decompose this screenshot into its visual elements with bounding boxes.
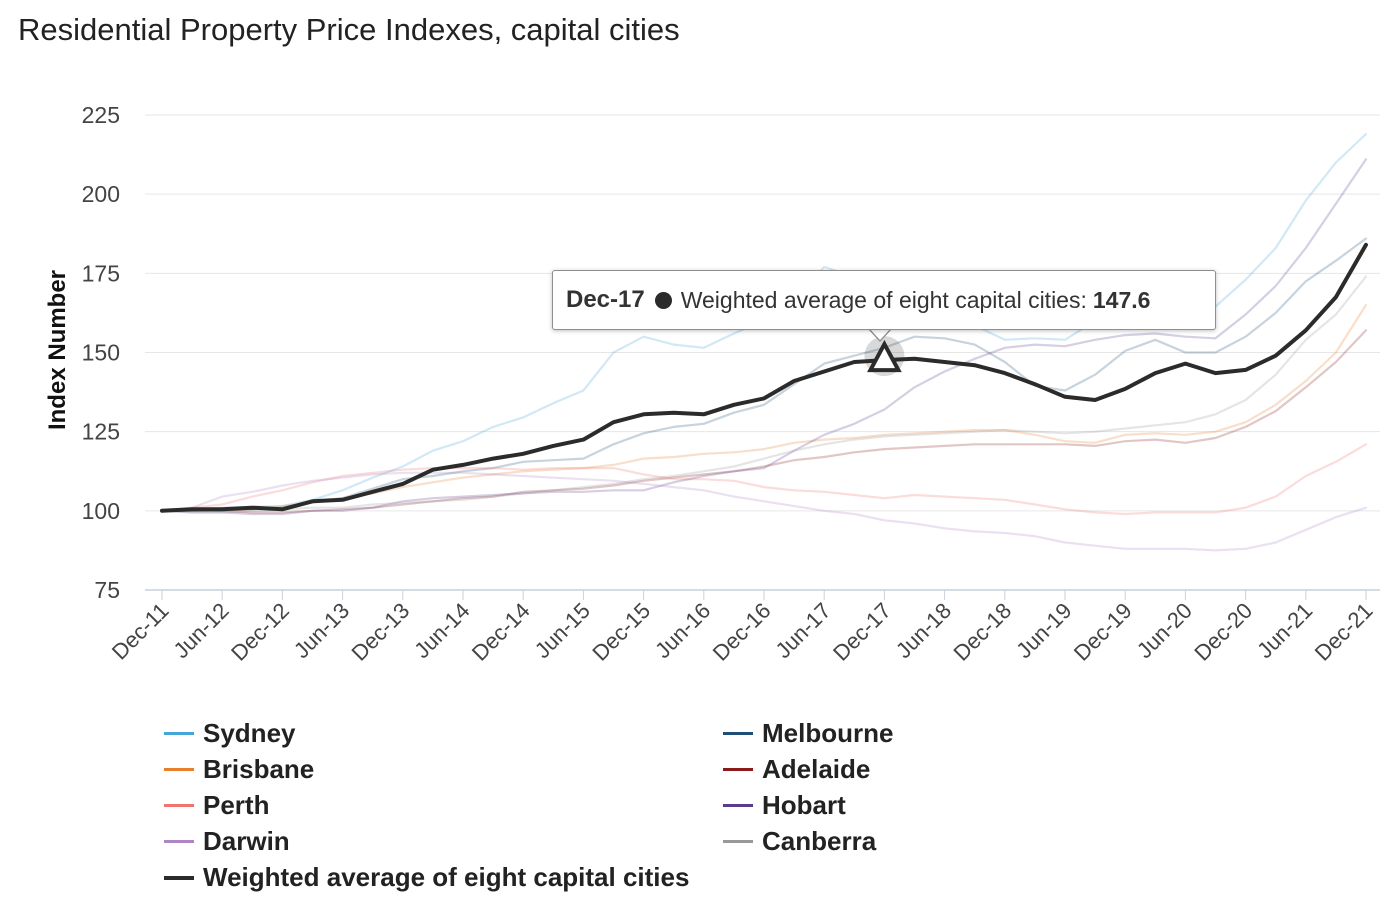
tooltip-value: 147.6 [1092,286,1151,313]
x-tick-label: Jun-16 [650,598,715,663]
x-tick-label: Jun-14 [409,598,474,663]
y-axis-title: Index Number [44,270,71,430]
series-line-darwin[interactable] [160,471,1368,552]
x-tick-label: Dec-18 [949,598,1017,666]
x-tick-label: Jun-17 [770,598,835,663]
legend-label: Perth [203,790,270,820]
series-line-canberra[interactable] [160,275,1368,514]
legend-label: Sydney [203,718,296,748]
legend-label: Darwin [203,826,290,856]
legend-item-brisbane[interactable]: Brisbane [164,754,314,785]
legend-swatch [164,732,194,735]
legend-label: Brisbane [203,754,315,784]
legend-swatch [164,768,194,771]
legend-item-canberra[interactable]: Canberra [723,826,876,857]
legend-item-darwin[interactable]: Darwin [164,826,290,857]
series-line-adelaide[interactable] [160,329,1368,514]
x-tick-label: Dec-15 [587,598,655,666]
highlight-layer [864,336,905,377]
x-tick-label: Dec-20 [1189,598,1257,666]
legend-item-sydney[interactable]: Sydney [164,718,296,749]
x-tick-label: Dec-12 [226,598,294,666]
legend-label: Hobart [762,790,846,820]
tooltip-series-dot-icon [654,291,672,309]
series-line-perth[interactable] [160,443,1368,516]
y-tick-label: 150 [82,340,120,366]
x-tick-label: Dec-17 [828,598,896,666]
tooltip-date: Dec-17 [566,286,645,313]
x-axis: Dec-11Jun-12Dec-12Jun-13Dec-13Jun-14Dec-… [107,590,1378,666]
tooltip-series-name: Weighted average of eight capital cities… [680,286,1087,313]
legend-swatch [723,804,753,807]
x-tick-label: Dec-21 [1310,598,1378,666]
legend-swatch [723,840,753,843]
series-line-melbourne[interactable] [160,237,1368,512]
series-line-weighted-average-of-eight-capital-cities[interactable] [160,242,1368,513]
y-tick-label: 175 [82,260,120,286]
series-line-hobart[interactable] [160,158,1368,516]
x-tick-label: Jun-15 [530,598,595,663]
y-tick-label: 100 [82,498,120,524]
legend-label: Weighted average of eight capital cities [203,862,690,892]
x-tick-label: Jun-12 [168,598,233,663]
legend-swatch [723,768,753,771]
x-tick-label: Dec-19 [1069,598,1137,666]
legend-swatch [164,875,194,880]
x-tick-label: Jun-19 [1011,598,1076,663]
grid-lines [145,114,1380,591]
highlight-point-marker [867,339,902,373]
legend-label: Adelaide [762,754,871,784]
chart-title: Residential Property Price Indexes, capi… [18,12,680,47]
x-tick-label: Dec-14 [467,598,535,666]
legend-swatch [723,732,753,735]
x-tick-label: Dec-16 [708,598,776,666]
y-axis: 75 100 125 150 175 200 225 [82,102,120,603]
legend-label: Canberra [762,826,877,856]
x-tick-label: Dec-11 [107,598,174,665]
tooltip: Dec-17 Weighted average of eight capital… [552,270,1216,330]
y-tick-label: 125 [82,419,120,445]
legend-item-melbourne[interactable]: Melbourne [723,718,893,749]
legend-label: Melbourne [762,718,894,748]
legend-swatch [164,840,194,843]
x-tick-label: Jun-13 [289,598,354,663]
series-layer[interactable] [160,132,1368,552]
legend-swatch [164,804,194,807]
legend-item-adelaide[interactable]: Adelaide [723,754,870,785]
y-tick-label: 225 [82,102,120,128]
legend-item-hobart[interactable]: Hobart [723,790,846,821]
x-tick-label: Jun-20 [1132,598,1197,663]
y-tick-label: 200 [82,181,120,207]
x-tick-label: Dec-13 [347,598,415,666]
tooltip-arrow-fill [869,328,891,340]
legend-item-perth[interactable]: Perth [164,790,269,821]
x-tick-label: Jun-21 [1252,598,1317,663]
legend-item-weighted-average[interactable]: Weighted average of eight capital cities [164,862,689,893]
y-tick-label: 75 [94,577,120,603]
x-tick-label: Jun-18 [891,598,956,663]
